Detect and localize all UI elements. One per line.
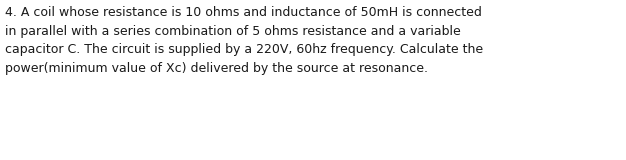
Text: 4. A coil whose resistance is 10 ohms and inductance of 50mH is connected
in par: 4. A coil whose resistance is 10 ohms an… (5, 6, 483, 75)
